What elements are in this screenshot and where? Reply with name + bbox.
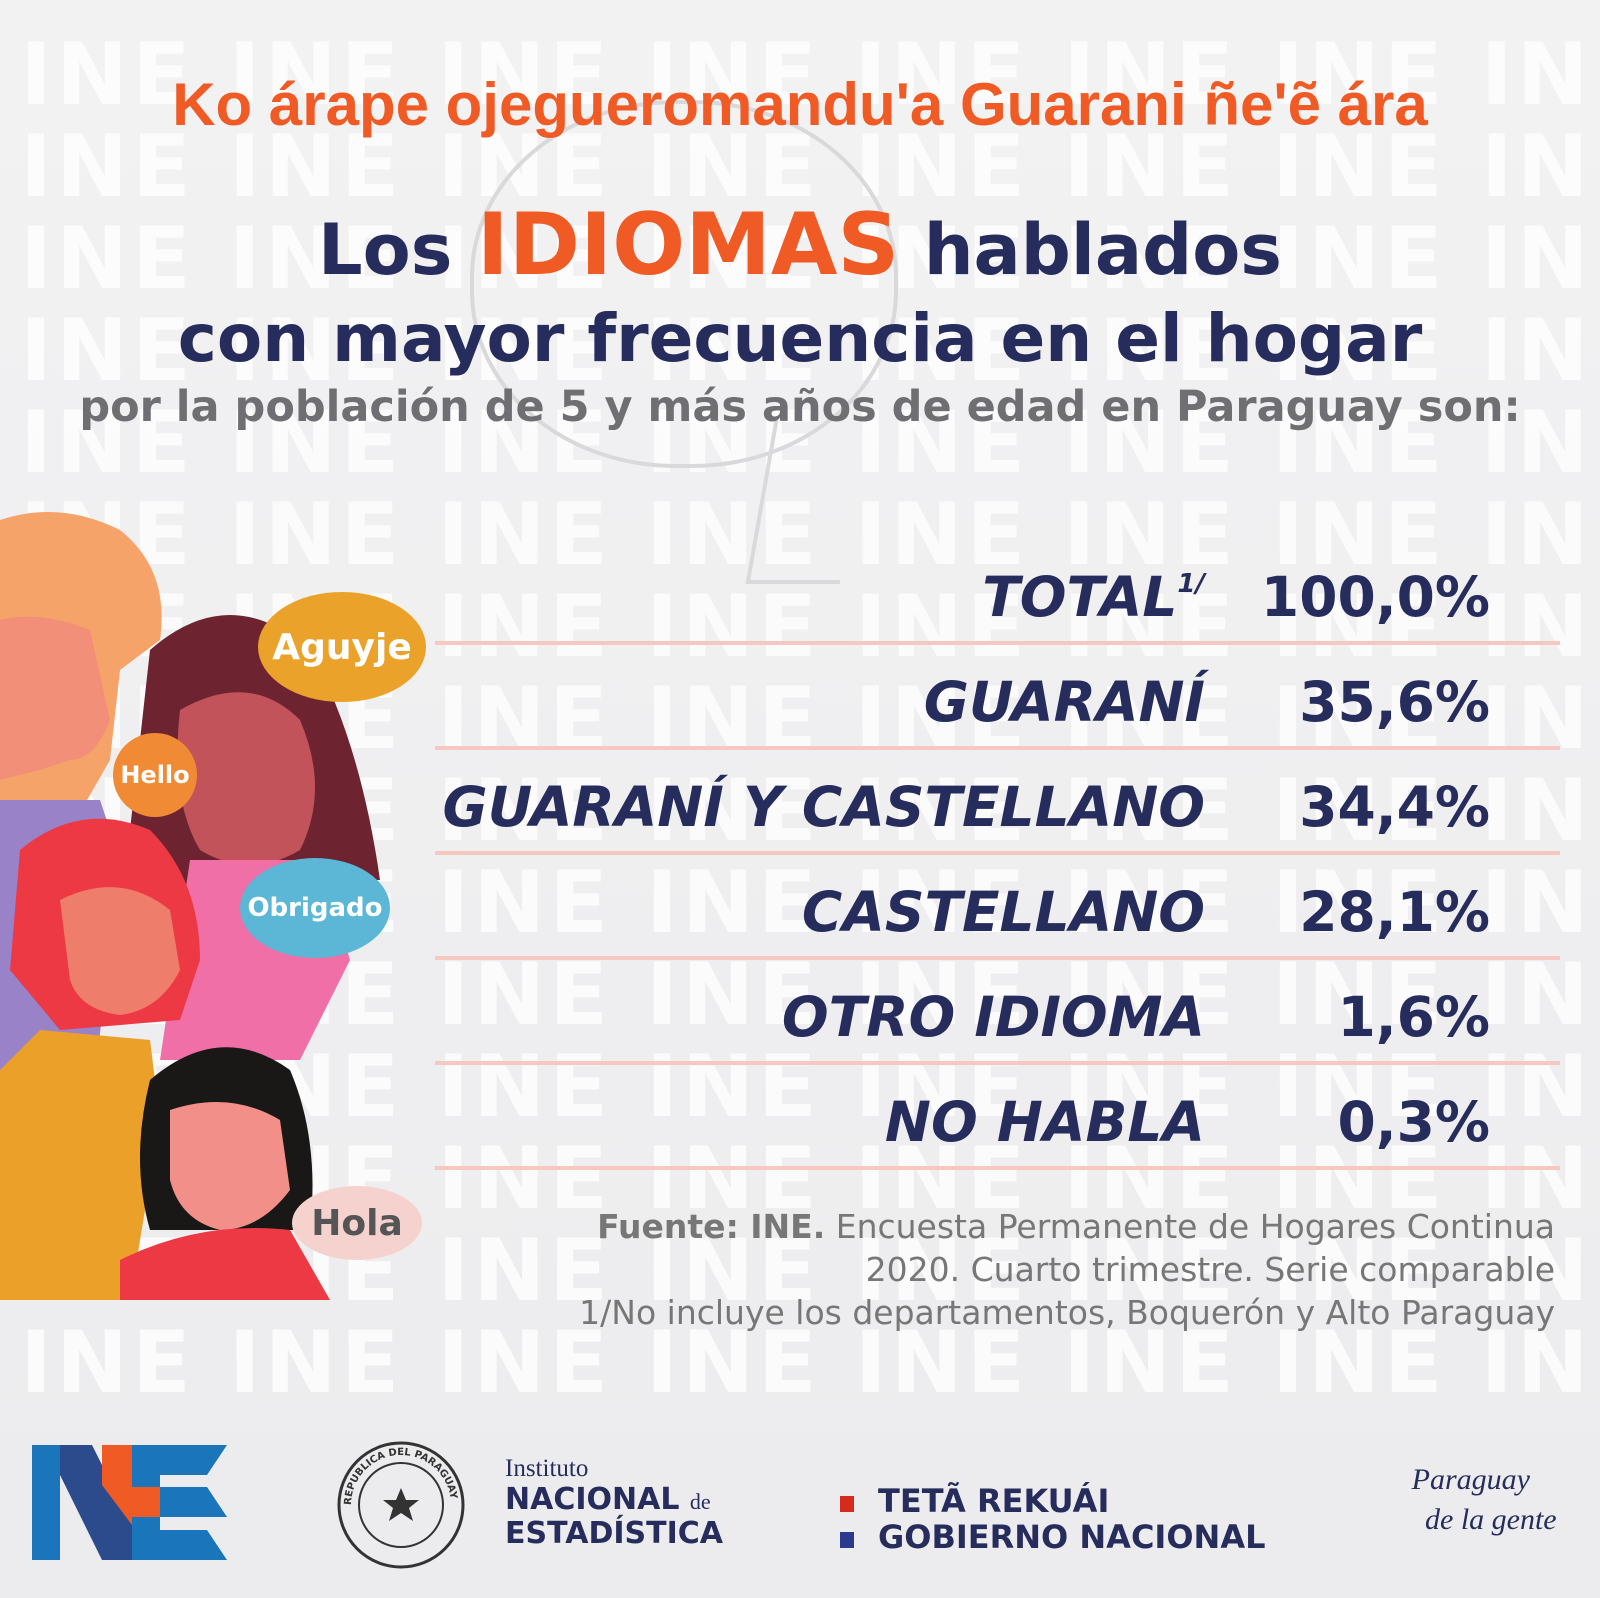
source-note: Fuente: INE. Encuesta Permanente de Hoga… — [355, 1205, 1555, 1334]
language-label: GUARANÍ — [923, 670, 1205, 734]
title-line-2: con mayor frecuencia en el hogar — [177, 300, 1423, 377]
redhead-sweater — [0, 1030, 160, 1300]
language-label: CASTELLANO — [801, 880, 1205, 944]
girl-face — [170, 1102, 290, 1230]
ine-name-de: de — [689, 1489, 711, 1514]
language-label: OTRO IDIOMA — [781, 985, 1205, 1049]
total-label: TOTAL1/ — [982, 565, 1205, 629]
language-label: NO HABLA — [884, 1090, 1205, 1154]
table-row: CASTELLANO 28,1% — [340, 860, 1560, 960]
woman-face — [177, 692, 315, 865]
guarani-headline: Ko árape ojegueromandu'a Guarani ñe'ẽ ár… — [172, 71, 1428, 138]
slogan-line-1: Paraguay — [1411, 1463, 1530, 1496]
title-highlight: IDIOMAS — [476, 195, 900, 295]
language-label: GUARANÍ Y CASTELLANO — [442, 775, 1205, 839]
row-divider — [435, 1166, 1560, 1170]
row-divider — [435, 746, 1560, 750]
source-text-1: Encuesta Permanente de Hogares Continua — [835, 1207, 1555, 1246]
watermark-row: INE INE INE INE INE INE INE INE INE INE … — [20, 25, 1600, 125]
total-footnote-mark: 1/ — [1177, 569, 1205, 599]
row-divider — [435, 641, 1560, 645]
gov-line-2: GOBIERNO NACIONAL — [878, 1518, 1266, 1556]
percentage-value: 1,6% — [1337, 985, 1490, 1049]
bubble-hello: Hello — [113, 733, 197, 817]
footnote: 1/No incluye los departamentos, Boquerón… — [579, 1293, 1555, 1332]
title-post: hablados — [923, 209, 1282, 291]
bubble-hello-text: Hello — [120, 761, 190, 789]
percentage-value: 35,6% — [1299, 670, 1490, 734]
watermark-row: INE INE INE INE INE INE INE INE INE INE … — [20, 1313, 1600, 1413]
girl-sweater — [120, 1228, 330, 1300]
table-row: OTRO IDIOMA 1,6% — [340, 965, 1560, 1065]
bubble-hola-text: Hola — [311, 1202, 403, 1244]
slogan: Paraguay de la gente — [1385, 1460, 1557, 1540]
speech-bubble-outline — [470, 100, 898, 468]
total-value: 100,0% — [1260, 565, 1490, 629]
flag-red-square — [840, 1496, 854, 1512]
ine-logo — [32, 1445, 227, 1560]
title-line-1: Los IDIOMAS hablados — [0, 195, 1600, 295]
table-row-total: TOTAL1/ 100,0% — [340, 545, 1560, 645]
percentage-value: 28,1% — [1299, 880, 1490, 944]
total-label-text: TOTAL — [982, 565, 1178, 629]
redhead-face — [60, 887, 180, 1015]
bubble-aguyje: Aguyje — [258, 592, 426, 702]
man-face — [0, 616, 110, 780]
percentage-value: 0,3% — [1337, 1090, 1490, 1154]
source-text-2: 2020. Cuarto trimestre. Serie comparable — [865, 1250, 1555, 1289]
ine-name: Instituto NACIONAL de ESTADÍSTICA — [505, 1455, 723, 1551]
source-label: Fuente: INE. — [597, 1207, 826, 1246]
bubble-obrigado-text: Obrigado — [247, 893, 383, 923]
subtitle: por la población de 5 y más años de edad… — [79, 382, 1521, 432]
ine-name-line-1: Instituto — [505, 1455, 589, 1482]
row-divider — [435, 851, 1560, 855]
row-divider — [435, 956, 1560, 960]
title-pre: Los — [318, 209, 453, 291]
footer: REPUBLICA DEL PARAGUAY Instituto NACIONA… — [0, 1430, 1600, 1580]
table-row: GUARANÍ 35,6% — [340, 650, 1560, 750]
flag-blue-square — [840, 1532, 854, 1548]
row-divider — [435, 1061, 1560, 1065]
bubble-aguyje-text: Aguyje — [272, 626, 412, 668]
gov-line-1: TETÃ REKUÁI — [878, 1482, 1110, 1520]
percentage-value: 34,4% — [1299, 775, 1490, 839]
watermark-row: INE INE INE INE INE INE INE INE INE INE … — [20, 485, 1600, 585]
ine-name-line-3: ESTADÍSTICA — [505, 1516, 723, 1551]
bubble-hola: Hola — [292, 1186, 422, 1260]
ine-name-line-2: NACIONAL — [505, 1482, 680, 1517]
slogan-line-2: de la gente — [1425, 1503, 1557, 1536]
table-row: GUARANÍ Y CASTELLANO 34,4% — [340, 755, 1560, 855]
bubble-obrigado: Obrigado — [240, 858, 390, 958]
gobierno-nacional: TETÃ REKUÁI GOBIERNO NACIONAL — [840, 1483, 1265, 1555]
table-row: NO HABLA 0,3% — [340, 1070, 1560, 1170]
paraguay-seal: REPUBLICA DEL PARAGUAY — [337, 1441, 465, 1569]
